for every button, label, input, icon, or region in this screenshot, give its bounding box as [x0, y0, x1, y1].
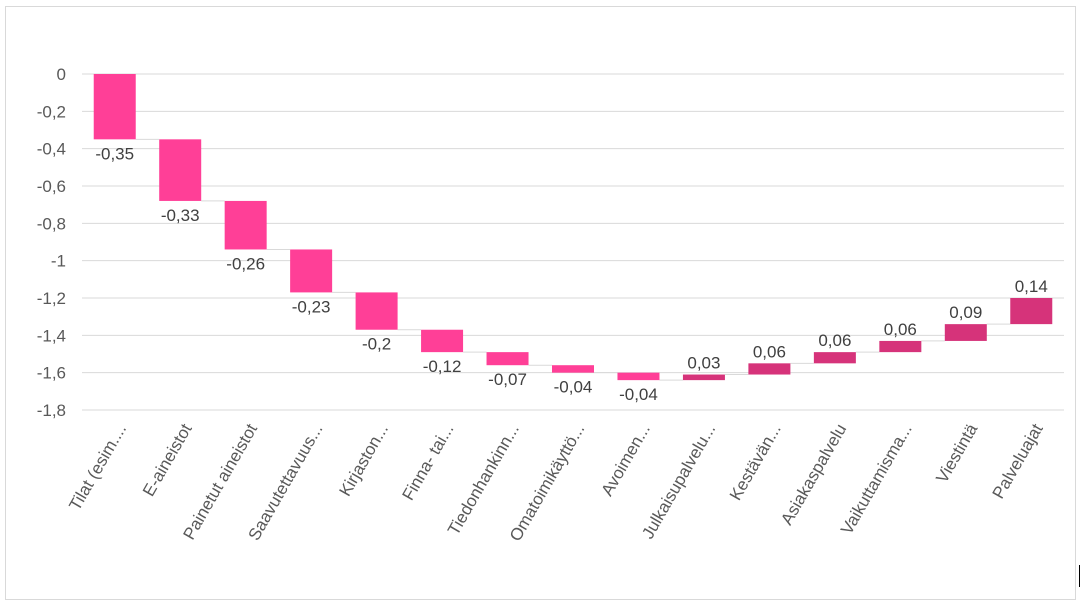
bar — [159, 139, 202, 201]
x-category-label: Asiakaspalvelu — [777, 421, 850, 529]
bar — [421, 329, 464, 353]
y-tick-label: -0,6 — [37, 177, 66, 196]
bar — [617, 372, 660, 381]
bars — [93, 74, 1053, 381]
bar — [682, 374, 725, 381]
data-labels: -0,35 -0,33 -0,26 -0,23 -0,2 -0,12 -0,07 -0,04 -… — [95, 144, 1047, 404]
data-label: 0,14 — [1015, 277, 1048, 296]
data-label: -0,04 — [619, 385, 658, 404]
bar — [486, 352, 529, 366]
text-cursor — [1079, 565, 1080, 587]
bar — [813, 352, 856, 364]
y-tick-label: -1,4 — [37, 326, 66, 345]
x-category-label: Julkaisupalvelu... — [638, 421, 719, 543]
chart-area — [5, 6, 1076, 600]
y-tick-label: -1,6 — [37, 364, 66, 383]
bar — [1010, 298, 1053, 325]
bar — [944, 324, 987, 341]
x-category-label: Tilat (esim.... — [65, 421, 130, 514]
x-category-label: Tiedonhankinn... — [444, 421, 523, 539]
data-label: -0,04 — [554, 378, 593, 397]
data-label: 0,06 — [818, 331, 851, 350]
data-label: -0,26 — [226, 254, 265, 273]
bar — [748, 363, 791, 375]
data-label: -0,33 — [161, 206, 200, 225]
y-tick-label: -0,4 — [37, 140, 66, 159]
bar — [224, 200, 267, 250]
y-tick-label: -1,2 — [37, 289, 66, 308]
x-category-label: Omatoimikäyttö... — [506, 421, 589, 545]
data-label: -0,2 — [362, 335, 391, 354]
bar — [879, 340, 922, 353]
data-label: 0,09 — [949, 303, 982, 322]
data-label: -0,35 — [95, 144, 134, 163]
bar — [355, 292, 398, 330]
x-category-label: Viestintä — [932, 420, 981, 486]
y-tick-label: -1 — [51, 252, 66, 271]
x-category-label: Kirjaston... — [335, 421, 392, 500]
y-tick-label: -1,8 — [37, 401, 66, 420]
data-label: -0,07 — [488, 370, 527, 389]
x-category-label: Kestävän... — [726, 421, 785, 504]
y-tick-label: 0 — [57, 65, 66, 84]
x-category-label: E-aineistot — [139, 420, 196, 499]
data-label: 0,06 — [884, 320, 917, 339]
y-tick-label: -0,8 — [37, 214, 66, 233]
x-category-label: Finna- tai... — [399, 420, 458, 503]
x-category-label: Saavutettavuus... — [244, 421, 326, 544]
data-label: -0,23 — [292, 297, 331, 316]
bar — [552, 365, 594, 373]
connectors — [135, 138, 1011, 381]
data-label: 0,03 — [687, 354, 720, 373]
data-label: 0,06 — [753, 342, 786, 361]
bar — [93, 74, 136, 140]
bar — [290, 249, 333, 293]
x-category-label: Palveluajat — [989, 420, 1047, 502]
y-tick-label: -0,2 — [37, 102, 66, 121]
y-axis-ticks: 0 -0,2 -0,4 -0,6 -0,8 -1 -1,2 -1,4 -1,6 -1,8 — [37, 65, 66, 420]
x-category-label: Avoimen... — [597, 421, 653, 500]
x-category-label: Vaikuttamisma... — [837, 420, 916, 537]
data-label: -0,12 — [423, 357, 462, 376]
